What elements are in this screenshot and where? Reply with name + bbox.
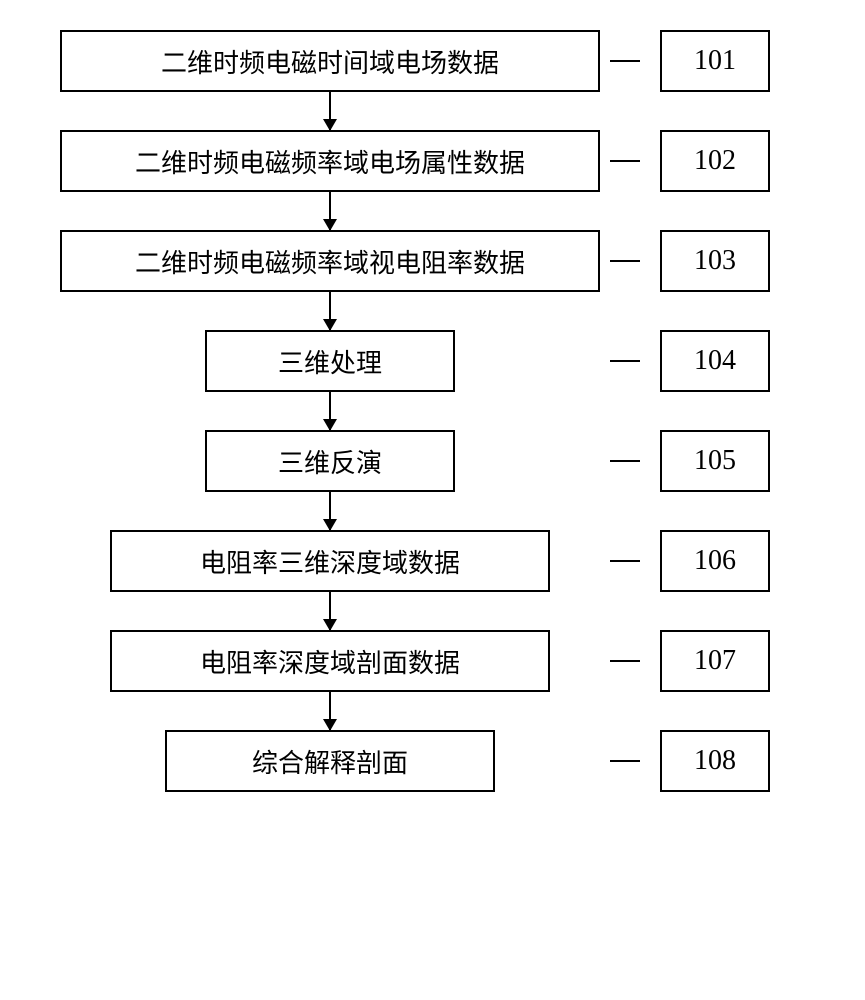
arrow-head-icon (323, 319, 337, 331)
connector-line-5 (610, 460, 640, 462)
step-box-8: 综合解释剖面 (165, 730, 495, 792)
step-box-7: 电阻率深度域剖面数据 (110, 630, 550, 692)
connector-line-6 (610, 560, 640, 562)
step-row-4: 三维处理 104 (50, 330, 830, 392)
step-box-5: 三维反演 (205, 430, 455, 492)
label-box-3: 103 (660, 230, 770, 292)
step-box-6: 电阻率三维深度域数据 (110, 530, 550, 592)
step-box-1: 二维时频电磁时间域电场数据 (60, 30, 600, 92)
box-container: 三维处理 (50, 330, 610, 392)
label-text: 105 (694, 445, 736, 477)
arrow-wrapper (50, 392, 610, 430)
label-box-4: 104 (660, 330, 770, 392)
step-box-2: 二维时频电磁频率域电场属性数据 (60, 130, 600, 192)
label-text: 103 (694, 245, 736, 277)
box-container: 二维时频电磁频率域视电阻率数据 (50, 230, 610, 292)
arrow-wrapper (50, 92, 610, 130)
label-box-7: 107 (660, 630, 770, 692)
arrow-wrapper (50, 192, 610, 230)
step-row-3: 二维时频电磁频率域视电阻率数据 103 (50, 230, 830, 292)
label-text: 108 (694, 745, 736, 777)
step-text: 二维时频电磁频率域电场属性数据 (135, 143, 525, 180)
arrow-5 (329, 492, 331, 530)
arrow-wrapper (50, 692, 610, 730)
step-row-6: 电阻率三维深度域数据 106 (50, 530, 830, 592)
step-box-3: 二维时频电磁频率域视电阻率数据 (60, 230, 600, 292)
box-container: 电阻率三维深度域数据 (50, 530, 610, 592)
label-box-8: 108 (660, 730, 770, 792)
step-text: 电阻率深度域剖面数据 (200, 643, 460, 680)
arrow-4 (329, 392, 331, 430)
arrow-2 (329, 192, 331, 230)
arrow-3 (329, 292, 331, 330)
arrow-1 (329, 92, 331, 130)
flowchart-container: 二维时频电磁时间域电场数据 101 二维时频电磁频率域电场属性数据 102 (50, 30, 830, 792)
step-text: 综合解释剖面 (252, 743, 408, 780)
step-row-5: 三维反演 105 (50, 430, 830, 492)
arrow-head-icon (323, 619, 337, 631)
arrow-head-icon (323, 419, 337, 431)
box-container: 三维反演 (50, 430, 610, 492)
label-box-2: 102 (660, 130, 770, 192)
label-box-5: 105 (660, 430, 770, 492)
connector-line-3 (610, 260, 640, 262)
arrow-head-icon (323, 519, 337, 531)
step-text: 二维时频电磁频率域视电阻率数据 (135, 243, 525, 280)
label-box-1: 101 (660, 30, 770, 92)
connector-line-7 (610, 660, 640, 662)
arrow-head-icon (323, 219, 337, 231)
label-text: 107 (694, 645, 736, 677)
step-text: 三维反演 (278, 443, 382, 480)
label-text: 104 (694, 345, 736, 377)
step-row-8: 综合解释剖面 108 (50, 730, 830, 792)
step-box-4: 三维处理 (205, 330, 455, 392)
label-text: 106 (694, 545, 736, 577)
box-container: 二维时频电磁时间域电场数据 (50, 30, 610, 92)
connector-line-8 (610, 760, 640, 762)
step-row-7: 电阻率深度域剖面数据 107 (50, 630, 830, 692)
arrow-head-icon (323, 719, 337, 731)
arrow-wrapper (50, 492, 610, 530)
arrow-wrapper (50, 292, 610, 330)
step-text: 二维时频电磁时间域电场数据 (161, 43, 499, 80)
step-row-1: 二维时频电磁时间域电场数据 101 (50, 30, 830, 92)
arrow-wrapper (50, 592, 610, 630)
label-text: 102 (694, 145, 736, 177)
step-text: 电阻率三维深度域数据 (200, 543, 460, 580)
arrow-6 (329, 592, 331, 630)
box-container: 电阻率深度域剖面数据 (50, 630, 610, 692)
connector-line-1 (610, 60, 640, 62)
arrow-7 (329, 692, 331, 730)
step-row-2: 二维时频电磁频率域电场属性数据 102 (50, 130, 830, 192)
box-container: 综合解释剖面 (50, 730, 610, 792)
label-text: 101 (694, 45, 736, 77)
arrow-head-icon (323, 119, 337, 131)
box-container: 二维时频电磁频率域电场属性数据 (50, 130, 610, 192)
connector-line-4 (610, 360, 640, 362)
label-box-6: 106 (660, 530, 770, 592)
step-text: 三维处理 (278, 343, 382, 380)
connector-line-2 (610, 160, 640, 162)
